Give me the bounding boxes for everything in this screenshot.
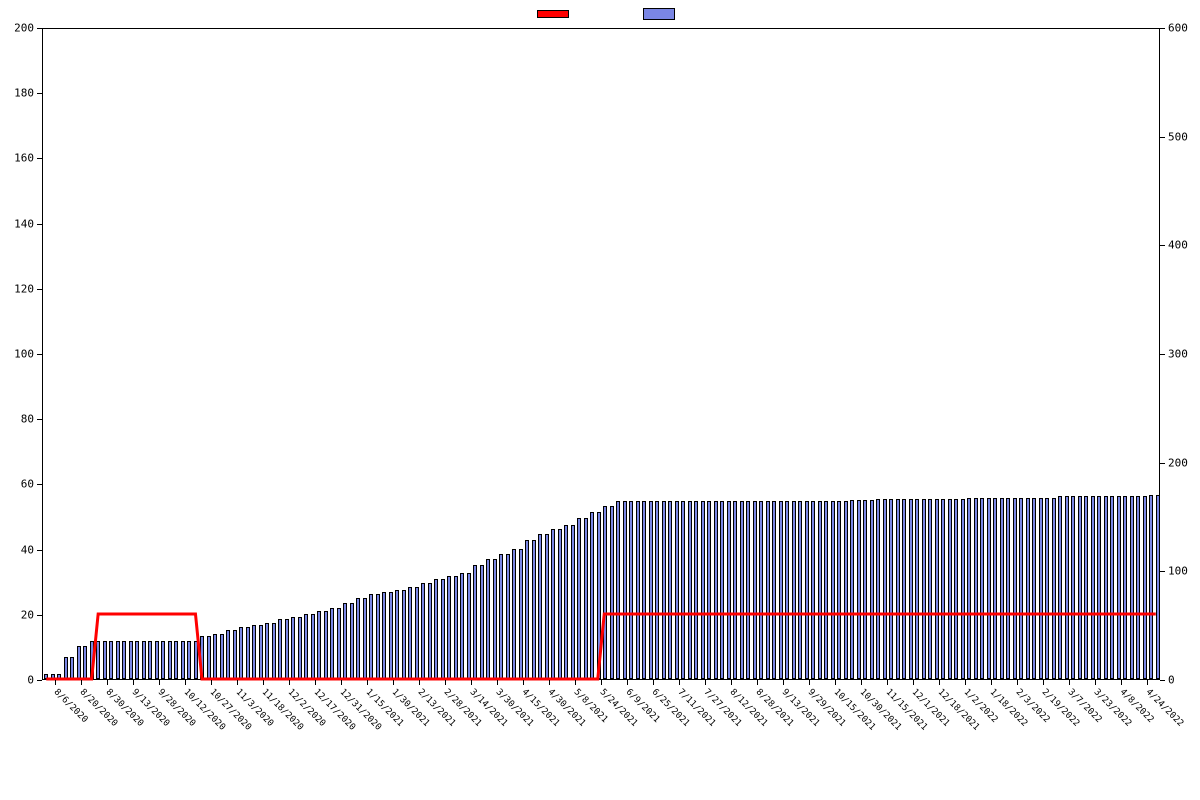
y-left-tickmark [37,680,42,681]
x-tickmark [991,680,992,685]
x-tickmark [705,680,706,685]
y-right-tick-label: 0 [1168,675,1175,686]
x-tickmark [627,680,628,685]
y-left-tick-label: 40 [21,544,34,555]
x-tickmark [315,680,316,685]
x-tickmark [1069,680,1070,685]
y-left-tickmark [37,158,42,159]
y-right-tick-label: 500 [1168,131,1188,142]
x-tickmark [497,680,498,685]
x-tickmark [81,680,82,685]
y-right-tickmark [1160,137,1165,138]
y-left-tickmark [37,289,42,290]
y-left-tick-label: 0 [27,675,34,686]
x-tickmark [367,680,368,685]
x-tickmark [133,680,134,685]
y-right-tick-label: 300 [1168,349,1188,360]
x-tickmark [965,680,966,685]
x-tickmark [757,680,758,685]
y-left-tick-label: 200 [14,23,34,34]
y-right-tickmark [1160,354,1165,355]
x-tickmark [731,680,732,685]
x-tickmark [393,680,394,685]
legend-item-line [537,7,596,20]
legend-item-bar [643,7,663,20]
y-left-tickmark [37,93,42,94]
y-right-tick-label: 100 [1168,566,1188,577]
y-right-tick-label: 600 [1168,23,1188,34]
y-left-tick-label: 140 [14,218,34,229]
y-left-tickmark [37,354,42,355]
x-tickmark [809,680,810,685]
x-tickmark [211,680,212,685]
x-tickmark [1017,680,1018,685]
x-tickmark [887,680,888,685]
y-left-tick-label: 180 [14,88,34,99]
y-right-tick-label: 400 [1168,240,1188,251]
y-right-tickmark [1160,571,1165,572]
x-tickmark [341,680,342,685]
y-left-tick-label: 120 [14,283,34,294]
y-left-tickmark [37,28,42,29]
x-tickmark [679,680,680,685]
x-tickmark [55,680,56,685]
x-tickmark [549,680,550,685]
y-right-tickmark [1160,28,1165,29]
y-left-tick-label: 80 [21,414,34,425]
x-tickmark [185,680,186,685]
y-right-tick-label: 200 [1168,457,1188,468]
x-tickmark [445,680,446,685]
x-tickmark [913,680,914,685]
x-tickmark [419,680,420,685]
x-tickmark [861,680,862,685]
x-tickmark [289,680,290,685]
legend-swatch-line [537,10,569,18]
x-tickmark [237,680,238,685]
y-right-tickmark [1160,680,1165,681]
y-left-tickmark [37,419,42,420]
y-left-tick-label: 60 [21,479,34,490]
x-tickmark [107,680,108,685]
x-tickmark [1095,680,1096,685]
x-tickmark [523,680,524,685]
x-tickmark [653,680,654,685]
x-tickmark [1147,680,1148,685]
y-left-tick-label: 20 [21,609,34,620]
y-left-tick-label: 100 [14,349,34,360]
x-tickmark [939,680,940,685]
y-left-tickmark [37,550,42,551]
x-tickmark [263,680,264,685]
combo-chart: 0 20 40 60 80 100 120 140 160 180 200 0 100 200 300 400… [0,0,1200,800]
y-left-tick-label: 160 [14,153,34,164]
x-tickmark [575,680,576,685]
x-tickmark [835,680,836,685]
y-left-tickmark [37,615,42,616]
plot-area [42,28,1160,680]
line-layer [43,29,1159,679]
line-series [46,614,1156,679]
x-tickmark [1043,680,1044,685]
x-tickmark [601,680,602,685]
x-tickmark [471,680,472,685]
x-tickmark [159,680,160,685]
x-tickmark [1121,680,1122,685]
y-right-tickmark [1160,463,1165,464]
y-left-tickmark [37,484,42,485]
legend [0,6,1200,20]
y-left-tickmark [37,224,42,225]
y-right-tickmark [1160,245,1165,246]
legend-swatch-bar [643,8,675,20]
x-tickmark [783,680,784,685]
